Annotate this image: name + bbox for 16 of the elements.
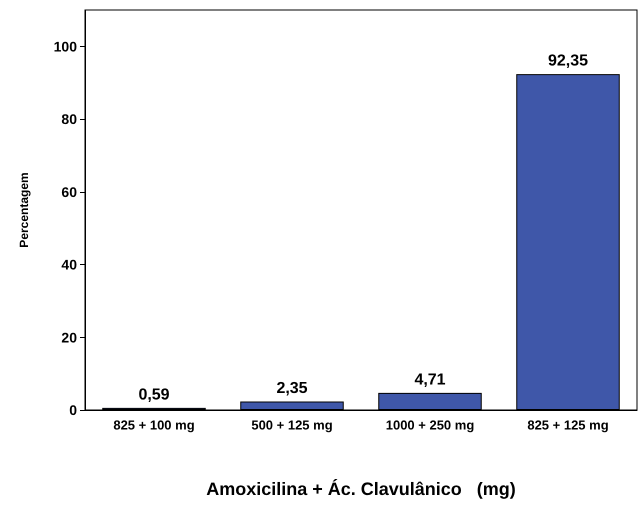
data-label: 0,59 [138, 386, 170, 404]
y-tick-label: 40 [61, 256, 78, 273]
y-tick-label: 80 [61, 111, 78, 128]
y-tick-label: 20 [61, 329, 78, 346]
data-label: 92,35 [548, 52, 588, 70]
y-tick-label: 60 [61, 184, 78, 200]
x-tick-label: 1000 + 250 mg [386, 418, 474, 432]
data-label: 4,71 [414, 371, 446, 388]
data-label: 2,35 [276, 380, 308, 397]
x-tick-label: 825 + 100 mg [113, 418, 195, 432]
x-axis-title: Amoxicilina + Ác. Clavulânico (mg) [206, 479, 516, 499]
y-tick-label: 0 [69, 402, 78, 418]
y-tick-label: 100 [54, 38, 78, 54]
x-tick-label: 500 + 125 mg [251, 418, 333, 432]
y-axis-title: Percentagem [17, 172, 31, 248]
x-tick-label: 825 + 125 mg [527, 418, 609, 432]
